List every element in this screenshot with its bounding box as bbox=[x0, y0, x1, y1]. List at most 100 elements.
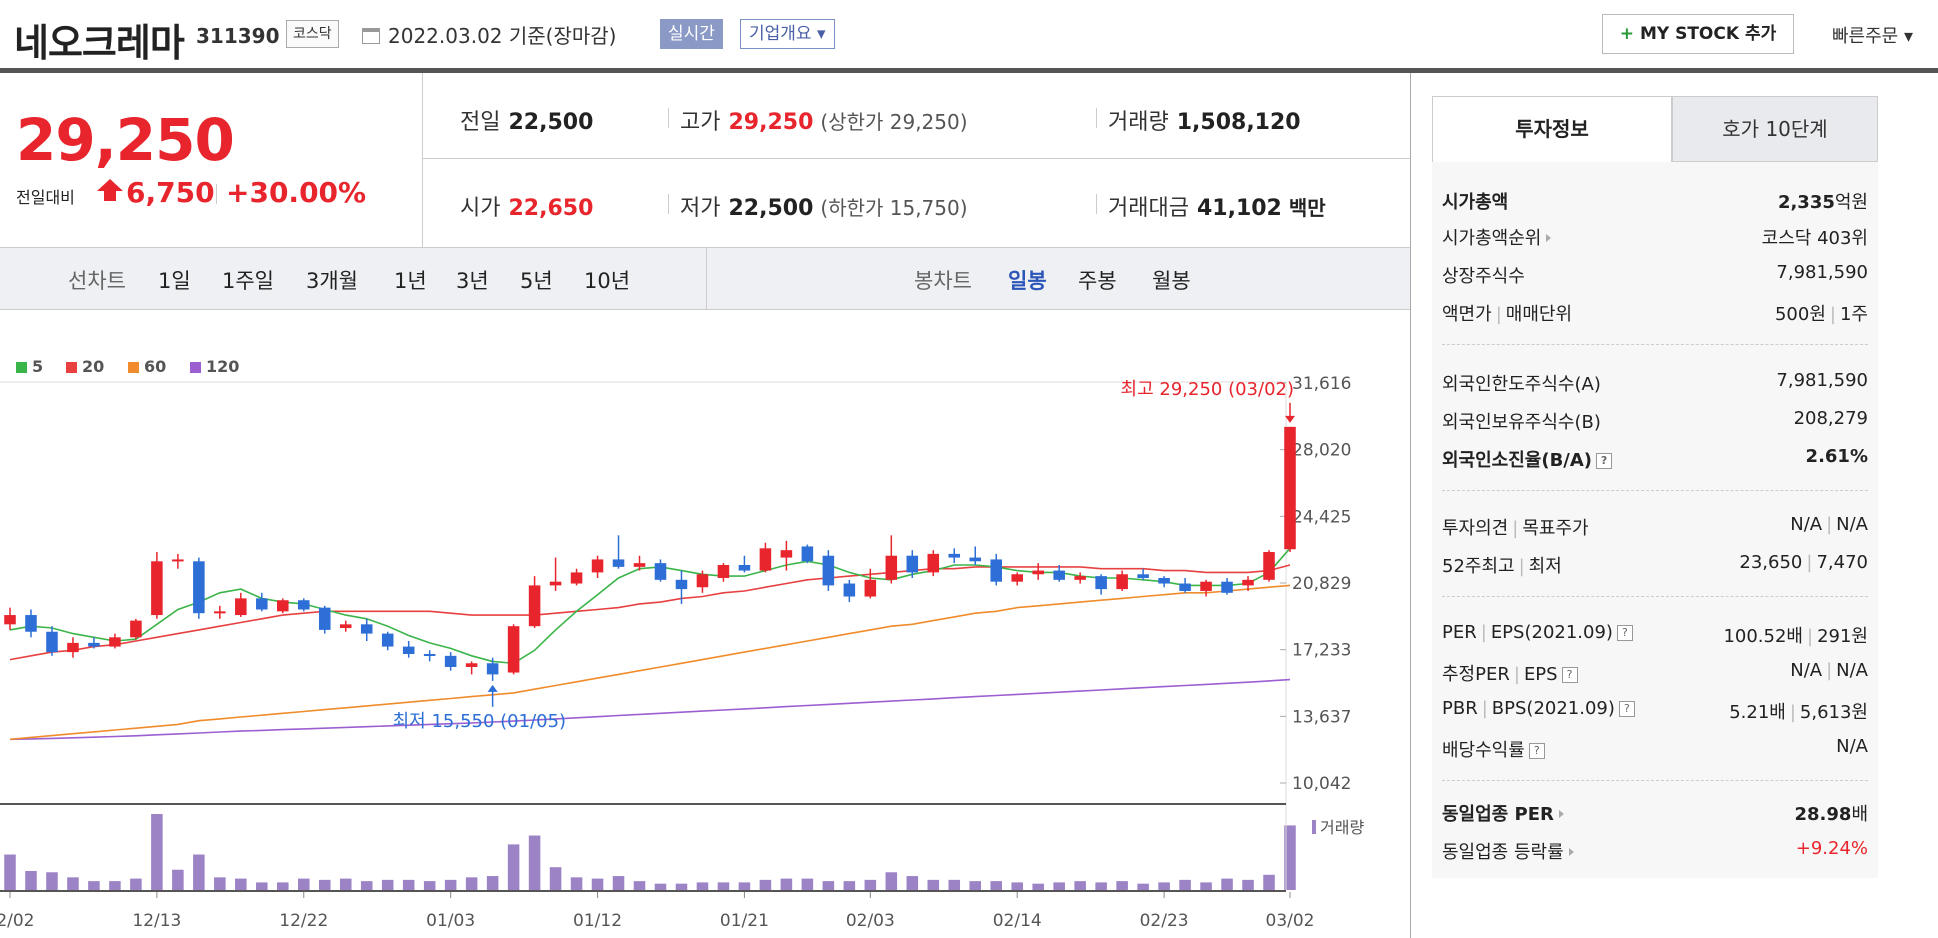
volume-bar bbox=[759, 879, 772, 890]
volume-bar bbox=[801, 878, 814, 890]
tab-hoga-10[interactable]: 호가 10단계 bbox=[1672, 96, 1878, 162]
help-icon[interactable]: ? bbox=[1618, 701, 1635, 717]
candle-body bbox=[507, 626, 520, 673]
info-row-sector-rate[interactable]: 동일업종 등락률 +9.24% bbox=[1442, 838, 1868, 863]
candle-body bbox=[214, 611, 226, 614]
candle-body bbox=[1179, 583, 1191, 591]
help-icon[interactable]: ? bbox=[1596, 453, 1613, 469]
volume-bar bbox=[822, 881, 835, 890]
volume-bar bbox=[1137, 883, 1149, 890]
volume: 거래량 1,508,120 bbox=[1108, 110, 1301, 135]
candle-body bbox=[235, 598, 247, 616]
info-row-foreign-limit: 외국인한도주식수(A) 7,981,590 bbox=[1442, 370, 1868, 395]
candle-body bbox=[927, 553, 940, 573]
legend-swatch bbox=[128, 362, 139, 373]
candle-body bbox=[633, 563, 646, 567]
candle-body bbox=[885, 555, 898, 580]
candle-body bbox=[25, 615, 37, 632]
info-row-cap-rank[interactable]: 시가총액순위 코스닥 403위 bbox=[1442, 228, 1868, 249]
volume-bar bbox=[318, 879, 331, 890]
realtime-button[interactable]: 실시간 bbox=[660, 19, 723, 49]
volume-bar bbox=[25, 871, 37, 890]
add-mystock-button[interactable]: + MY STOCK 추가 bbox=[1602, 14, 1794, 54]
candle-body bbox=[130, 620, 142, 638]
volume-bar bbox=[1011, 882, 1023, 890]
company-overview-dropdown[interactable]: 기업개요 ▾ bbox=[740, 19, 835, 49]
volume-bar bbox=[444, 879, 457, 890]
ma60-line bbox=[9, 584, 1291, 741]
period-3m[interactable]: 3개월 bbox=[306, 269, 359, 293]
divider bbox=[1096, 108, 1097, 128]
period-1d[interactable]: 1일 bbox=[158, 269, 191, 293]
volume-bar bbox=[4, 854, 16, 890]
divider bbox=[1442, 344, 1868, 345]
help-icon[interactable]: ? bbox=[1561, 667, 1578, 683]
info-row-sector-per[interactable]: 동일업종 PER 28.98배 bbox=[1442, 804, 1868, 825]
volume-bar bbox=[298, 878, 310, 890]
volume-bar bbox=[465, 877, 478, 890]
x-tick-label: 01/21 bbox=[720, 911, 769, 931]
candle-body bbox=[1032, 570, 1044, 575]
volume-bar bbox=[864, 879, 877, 890]
volume-bar bbox=[927, 879, 940, 890]
help-icon[interactable]: ? bbox=[1616, 625, 1633, 641]
candle-body bbox=[1074, 576, 1086, 580]
volume-bar bbox=[1242, 879, 1254, 890]
info-row-est-per: 추정PER | EPS? N/A | N/A bbox=[1442, 660, 1868, 685]
price-rate: +30.00% bbox=[226, 176, 367, 209]
candle-body bbox=[277, 600, 289, 612]
candle-body bbox=[339, 624, 352, 629]
volume-bar bbox=[130, 878, 142, 890]
add-mystock-label: MY STOCK 추가 bbox=[1639, 24, 1777, 44]
low-price: 저가 22,500 (하한가 15,750) bbox=[680, 196, 968, 221]
period-5y[interactable]: 5년 bbox=[520, 269, 553, 293]
candle-body bbox=[486, 663, 499, 675]
y-tick-label: 24,425 bbox=[1292, 507, 1351, 527]
y-tick-label: 17,233 bbox=[1292, 641, 1351, 661]
help-icon[interactable]: ? bbox=[1528, 743, 1545, 759]
volume-bar bbox=[67, 877, 79, 890]
line-chart-label: 선차트 bbox=[68, 269, 126, 293]
volume-bar bbox=[1158, 882, 1170, 890]
candle-body bbox=[193, 561, 205, 614]
candle-body bbox=[738, 564, 751, 571]
candle-body bbox=[654, 563, 667, 580]
prev-close: 전일 22,500 bbox=[460, 110, 594, 135]
divider bbox=[1096, 194, 1097, 214]
candle-chart-label: 봉차트 bbox=[914, 269, 972, 293]
x-tick-label: 03/02 bbox=[1266, 911, 1315, 931]
volume-bar bbox=[780, 878, 793, 890]
candle-body bbox=[1263, 552, 1275, 580]
volume-bar bbox=[151, 814, 163, 890]
divider bbox=[668, 108, 669, 128]
legend-label: 60 bbox=[144, 357, 166, 376]
period-daily[interactable]: 일봉 bbox=[1008, 269, 1047, 293]
candle-body bbox=[843, 583, 856, 597]
high-arrow-head bbox=[1285, 415, 1295, 423]
volume-bar bbox=[591, 878, 604, 890]
divider bbox=[1442, 596, 1868, 597]
candlestick-chart[interactable]: 5 20 60 120 31,616 28,020 24,425 20,829 17,233 13… bbox=[0, 310, 1410, 938]
calendar-icon bbox=[362, 28, 380, 44]
current-price: 29,250 bbox=[16, 106, 235, 174]
period-10y[interactable]: 10년 bbox=[584, 269, 631, 293]
divider bbox=[216, 184, 217, 204]
divider bbox=[422, 73, 423, 248]
period-1y[interactable]: 1년 bbox=[394, 269, 427, 293]
quick-order-dropdown[interactable]: 빠른주문 ▾ bbox=[1832, 26, 1913, 47]
caret-right-icon bbox=[1558, 810, 1564, 818]
period-3y[interactable]: 3년 bbox=[456, 269, 489, 293]
high-price: 고가 29,250 (상한가 29,250) bbox=[680, 110, 968, 135]
period-weekly[interactable]: 주봉 bbox=[1078, 269, 1117, 293]
volume-bar bbox=[528, 835, 541, 890]
period-monthly[interactable]: 월봉 bbox=[1152, 269, 1191, 293]
period-1w[interactable]: 1주일 bbox=[222, 269, 275, 293]
y-tick-label: 20,829 bbox=[1292, 574, 1351, 594]
high-annotation: 최고 29,250 (03/02) bbox=[1121, 379, 1294, 400]
candle-body bbox=[318, 607, 331, 630]
volume-bar bbox=[738, 882, 751, 890]
candle-body bbox=[444, 655, 457, 667]
stock-name: 네오크레마 bbox=[14, 21, 185, 65]
tab-invest-info[interactable]: 투자정보 bbox=[1432, 96, 1672, 162]
volume-bar bbox=[570, 877, 583, 890]
